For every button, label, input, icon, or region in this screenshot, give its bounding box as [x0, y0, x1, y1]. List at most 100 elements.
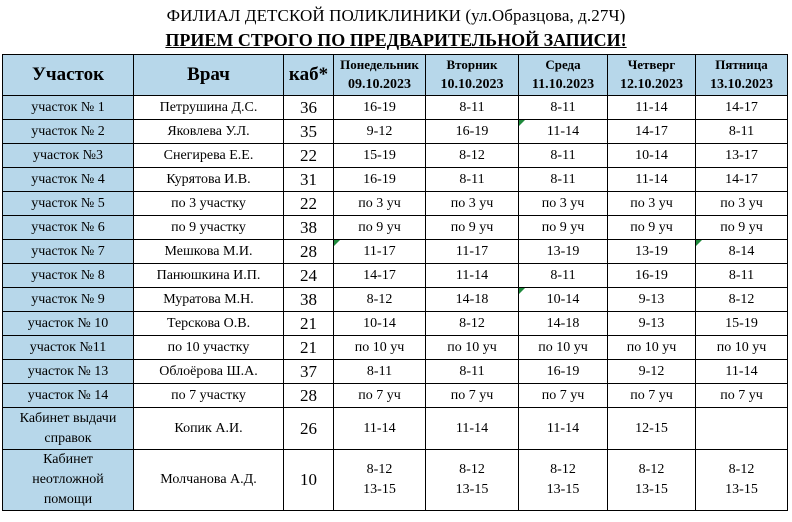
doctor-cell: Петрушина Д.С. [133, 95, 284, 120]
day-date: 10.10.2023 [440, 77, 504, 92]
day-name: Среда [545, 57, 581, 72]
table-row: участок № 4 Курятова И.В. 31 16-19 8-11 … [2, 167, 788, 192]
time-range: 13-15 [725, 482, 758, 497]
schedule-cell: 11-14 [425, 263, 519, 288]
column-header-day: Вторник 10.10.2023 [425, 54, 519, 96]
doctor-cell: Панюшкина И.П. [133, 263, 284, 288]
schedule-cell: по 9 уч [518, 215, 608, 240]
schedule-cell: по 3 уч [425, 191, 519, 216]
page-subtitle: ПРИЕМ СТРОГО ПО ПРЕДВАРИТЕЛЬНОЙ ЗАПИСИ! [165, 30, 627, 50]
schedule-cell: 14-17 [695, 167, 788, 192]
cabinet-cell: 22 [283, 191, 334, 216]
cabinet-cell: 26 [283, 407, 334, 450]
day-name: Пятница [715, 57, 768, 72]
schedule-cell: 16-19 [518, 359, 608, 384]
column-header-vrach: Врач [133, 54, 284, 96]
schedule-table: Участок Врач каб* Понедельник 09.10.2023 … [2, 54, 788, 511]
doctor-cell: Терскова О.В. [133, 311, 284, 336]
schedule-cell: 14-18 [518, 311, 608, 336]
table-row: участок №3 Снегирева Е.Е. 22 15-19 8-12 … [2, 143, 788, 168]
cabinet-cell: 38 [283, 287, 334, 312]
uchastok-cell: участок №11 [2, 335, 134, 360]
schedule-cell: 8-11 [695, 263, 788, 288]
cabinet-cell: 24 [283, 263, 334, 288]
schedule-cell: 9-12 [607, 359, 696, 384]
schedule-cell: по 9 уч [333, 215, 426, 240]
cabinet-cell: 21 [283, 311, 334, 336]
schedule-cell: 8-12 [695, 287, 788, 312]
uchastok-cell: Кабинет выдачи справок [2, 407, 134, 450]
schedule-cell: 13-19 [607, 239, 696, 264]
schedule-cell: 8-14 [695, 239, 788, 264]
schedule-cell [695, 407, 788, 450]
schedule-cell: 14-17 [695, 95, 788, 120]
schedule-cell: 11-14 [518, 407, 608, 450]
table-row: участок № 5 по 3 участку 22 по 3 уч по 3… [2, 191, 788, 216]
doctor-cell: по 3 участку [133, 191, 284, 216]
cabinet-cell: 37 [283, 359, 334, 384]
schedule-cell: по 10 уч [425, 335, 519, 360]
schedule-cell: 11-14 [607, 167, 696, 192]
doctor-cell: Муратова М.Н. [133, 287, 284, 312]
schedule-cell: по 7 уч [607, 383, 696, 408]
schedule-cell: по 9 уч [607, 215, 696, 240]
table-row-spravki: Кабинет выдачи справок Копик А.И. 26 11-1… [2, 407, 788, 450]
schedule-cell: 9-13 [607, 287, 696, 312]
schedule-cell: 11-14 [333, 407, 426, 450]
schedule-cell: 8-11 [695, 119, 788, 144]
uchastok-cell: участок № 5 [2, 191, 134, 216]
time-range: 8-12 [638, 462, 665, 477]
day-date: 09.10.2023 [348, 77, 411, 92]
schedule-cell: 9-13 [607, 311, 696, 336]
uchastok-cell: участок № 13 [2, 359, 134, 384]
time-range: 13-15 [455, 482, 489, 497]
schedule-cell: 10-14 [607, 143, 696, 168]
schedule-cell: 16-19 [425, 119, 519, 144]
uchastok-cell: участок № 7 [2, 239, 134, 264]
schedule-cell: по 7 уч [518, 383, 608, 408]
schedule-cell: 13-19 [518, 239, 608, 264]
uchastok-line: неотложной [32, 472, 104, 487]
schedule-cell: по 3 уч [333, 191, 426, 216]
schedule-cell: по 9 уч [425, 215, 519, 240]
doctor-cell: по 9 участку [133, 215, 284, 240]
cabinet-cell: 21 [283, 335, 334, 360]
uchastok-line: помощи [43, 492, 93, 507]
time-range: 8-12 [728, 462, 755, 477]
schedule-cell: по 7 уч [695, 383, 788, 408]
time-range: 8-12 [366, 462, 393, 477]
schedule-cell: 9-12 [333, 119, 426, 144]
schedule-cell: 12-15 [607, 407, 696, 450]
uchastok-cell: участок № 2 [2, 119, 134, 144]
schedule-cell: 15-19 [695, 311, 788, 336]
schedule-rows: участок № 1 Петрушина Д.С. 36 16-19 8-11… [2, 95, 788, 511]
uchastok-cell: участок № 1 [2, 95, 134, 120]
cabinet-cell: 38 [283, 215, 334, 240]
schedule-cell: 8-12 13-15 [607, 449, 696, 511]
column-header-day: Понедельник 09.10.2023 [333, 54, 426, 96]
schedule-cell: по 10 уч [695, 335, 788, 360]
table-row: участок № 14 по 7 участку 28 по 7 уч по … [2, 383, 788, 408]
cabinet-cell: 31 [283, 167, 334, 192]
schedule-cell: 8-12 [425, 311, 519, 336]
schedule-cell: 8-11 [425, 359, 519, 384]
day-name: Четверг [627, 57, 676, 72]
uchastok-cell: участок № 6 [2, 215, 134, 240]
schedule-cell: 8-11 [518, 263, 608, 288]
schedule-cell: 16-19 [333, 95, 426, 120]
column-header-day: Четверг 12.10.2023 [607, 54, 696, 96]
time-range: 13-15 [635, 482, 668, 497]
schedule-cell: 8-12 13-15 [695, 449, 788, 511]
schedule-cell: 8-11 [425, 95, 519, 120]
table-row: участок № 2 Яковлева У.Л. 35 9-12 16-19 … [2, 119, 788, 144]
schedule-cell: 14-18 [425, 287, 519, 312]
schedule-cell: 11-17 [333, 239, 426, 264]
schedule-cell: 10-14 [333, 311, 426, 336]
schedule-cell: 16-19 [333, 167, 426, 192]
schedule-cell: 10-14 [518, 287, 608, 312]
schedule-cell: по 3 уч [607, 191, 696, 216]
uchastok-cell: участок № 10 [2, 311, 134, 336]
time-range: 8-12 [459, 462, 485, 477]
uchastok-cell: участок № 14 [2, 383, 134, 408]
doctor-cell: по 7 участку [133, 383, 284, 408]
